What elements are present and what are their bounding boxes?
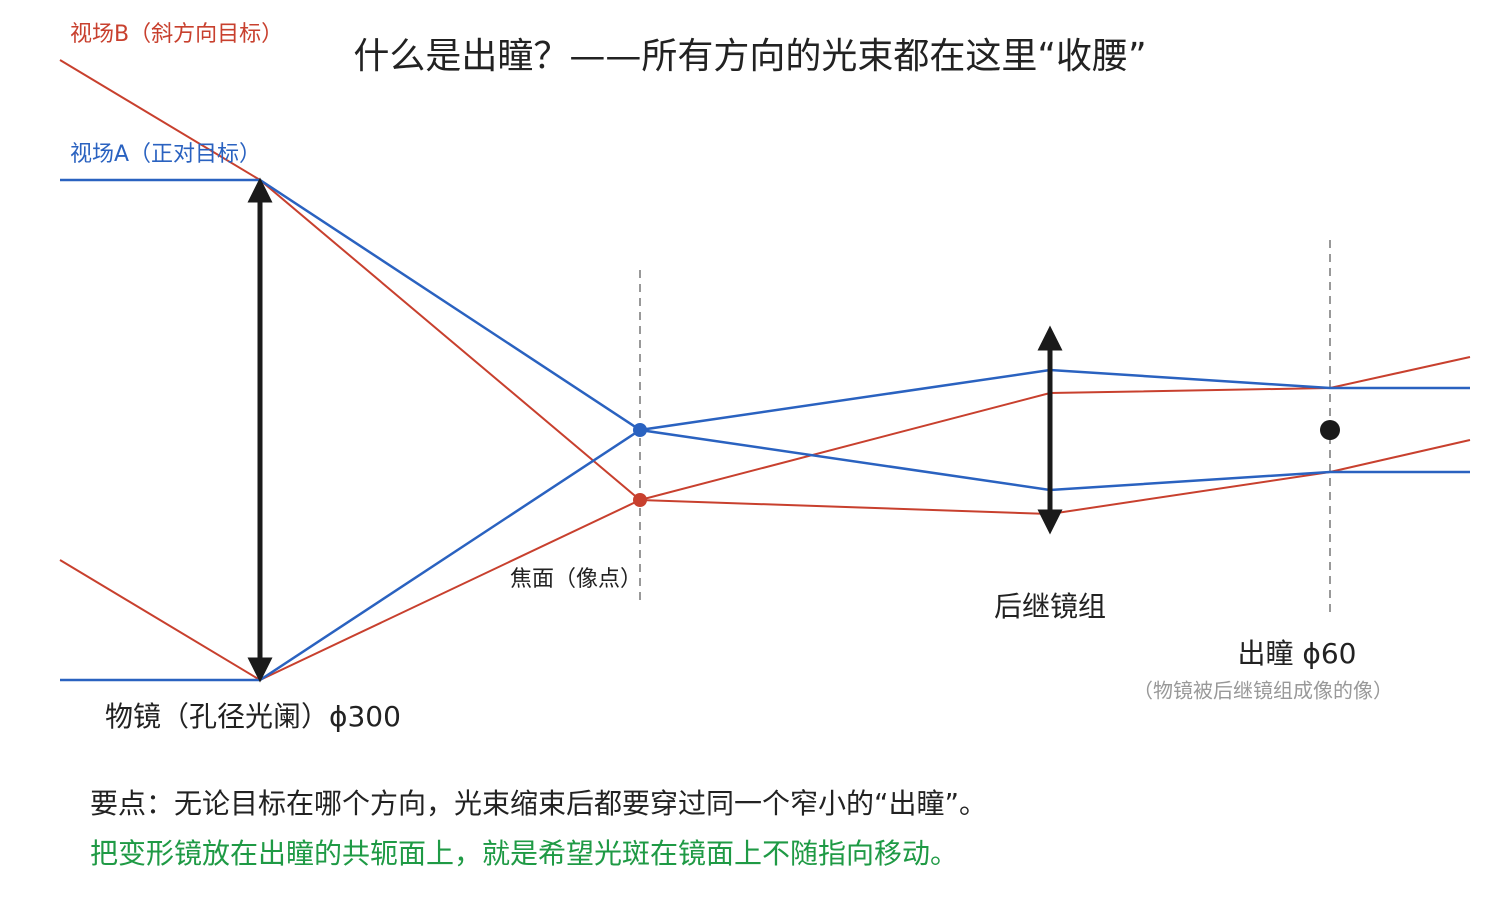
key-note: 把变形镜放在出瞳的共轭面上，就是希望光斑在镜面上不随指向移动。 bbox=[90, 837, 958, 870]
exit-pupil-label: 出瞳 ϕ60 bbox=[1237, 637, 1356, 670]
relay-label: 后继镜组 bbox=[994, 590, 1106, 623]
ray-a-bottom bbox=[60, 368, 1470, 682]
exit-pupil-dot bbox=[1320, 420, 1340, 440]
image-point-b bbox=[633, 493, 647, 507]
field-a-label: 视场A（正对目标） bbox=[70, 142, 261, 167]
field-b-label: 视场B（斜方向目标） bbox=[70, 22, 283, 47]
key-note: 要点：无论目标在哪个方向，光束缩束后都要穿过同一个窄小的“出瞳”。 bbox=[90, 787, 987, 820]
focal-plane-label: 焦面（像点） bbox=[510, 567, 642, 592]
ray-b-bottom bbox=[59, 439, 1471, 682]
ray-b-top bbox=[59, 59, 1471, 502]
ray-a-top bbox=[60, 178, 1470, 492]
objective-label: 物镜（孔径光阑）ϕ300 bbox=[105, 700, 401, 733]
exit-pupil-note: （物镜被后继镜组成像的像） bbox=[1133, 679, 1393, 703]
title: 什么是出瞳？——所有方向的光束都在这里“收腰” bbox=[353, 36, 1146, 77]
image-point-a bbox=[633, 423, 647, 437]
